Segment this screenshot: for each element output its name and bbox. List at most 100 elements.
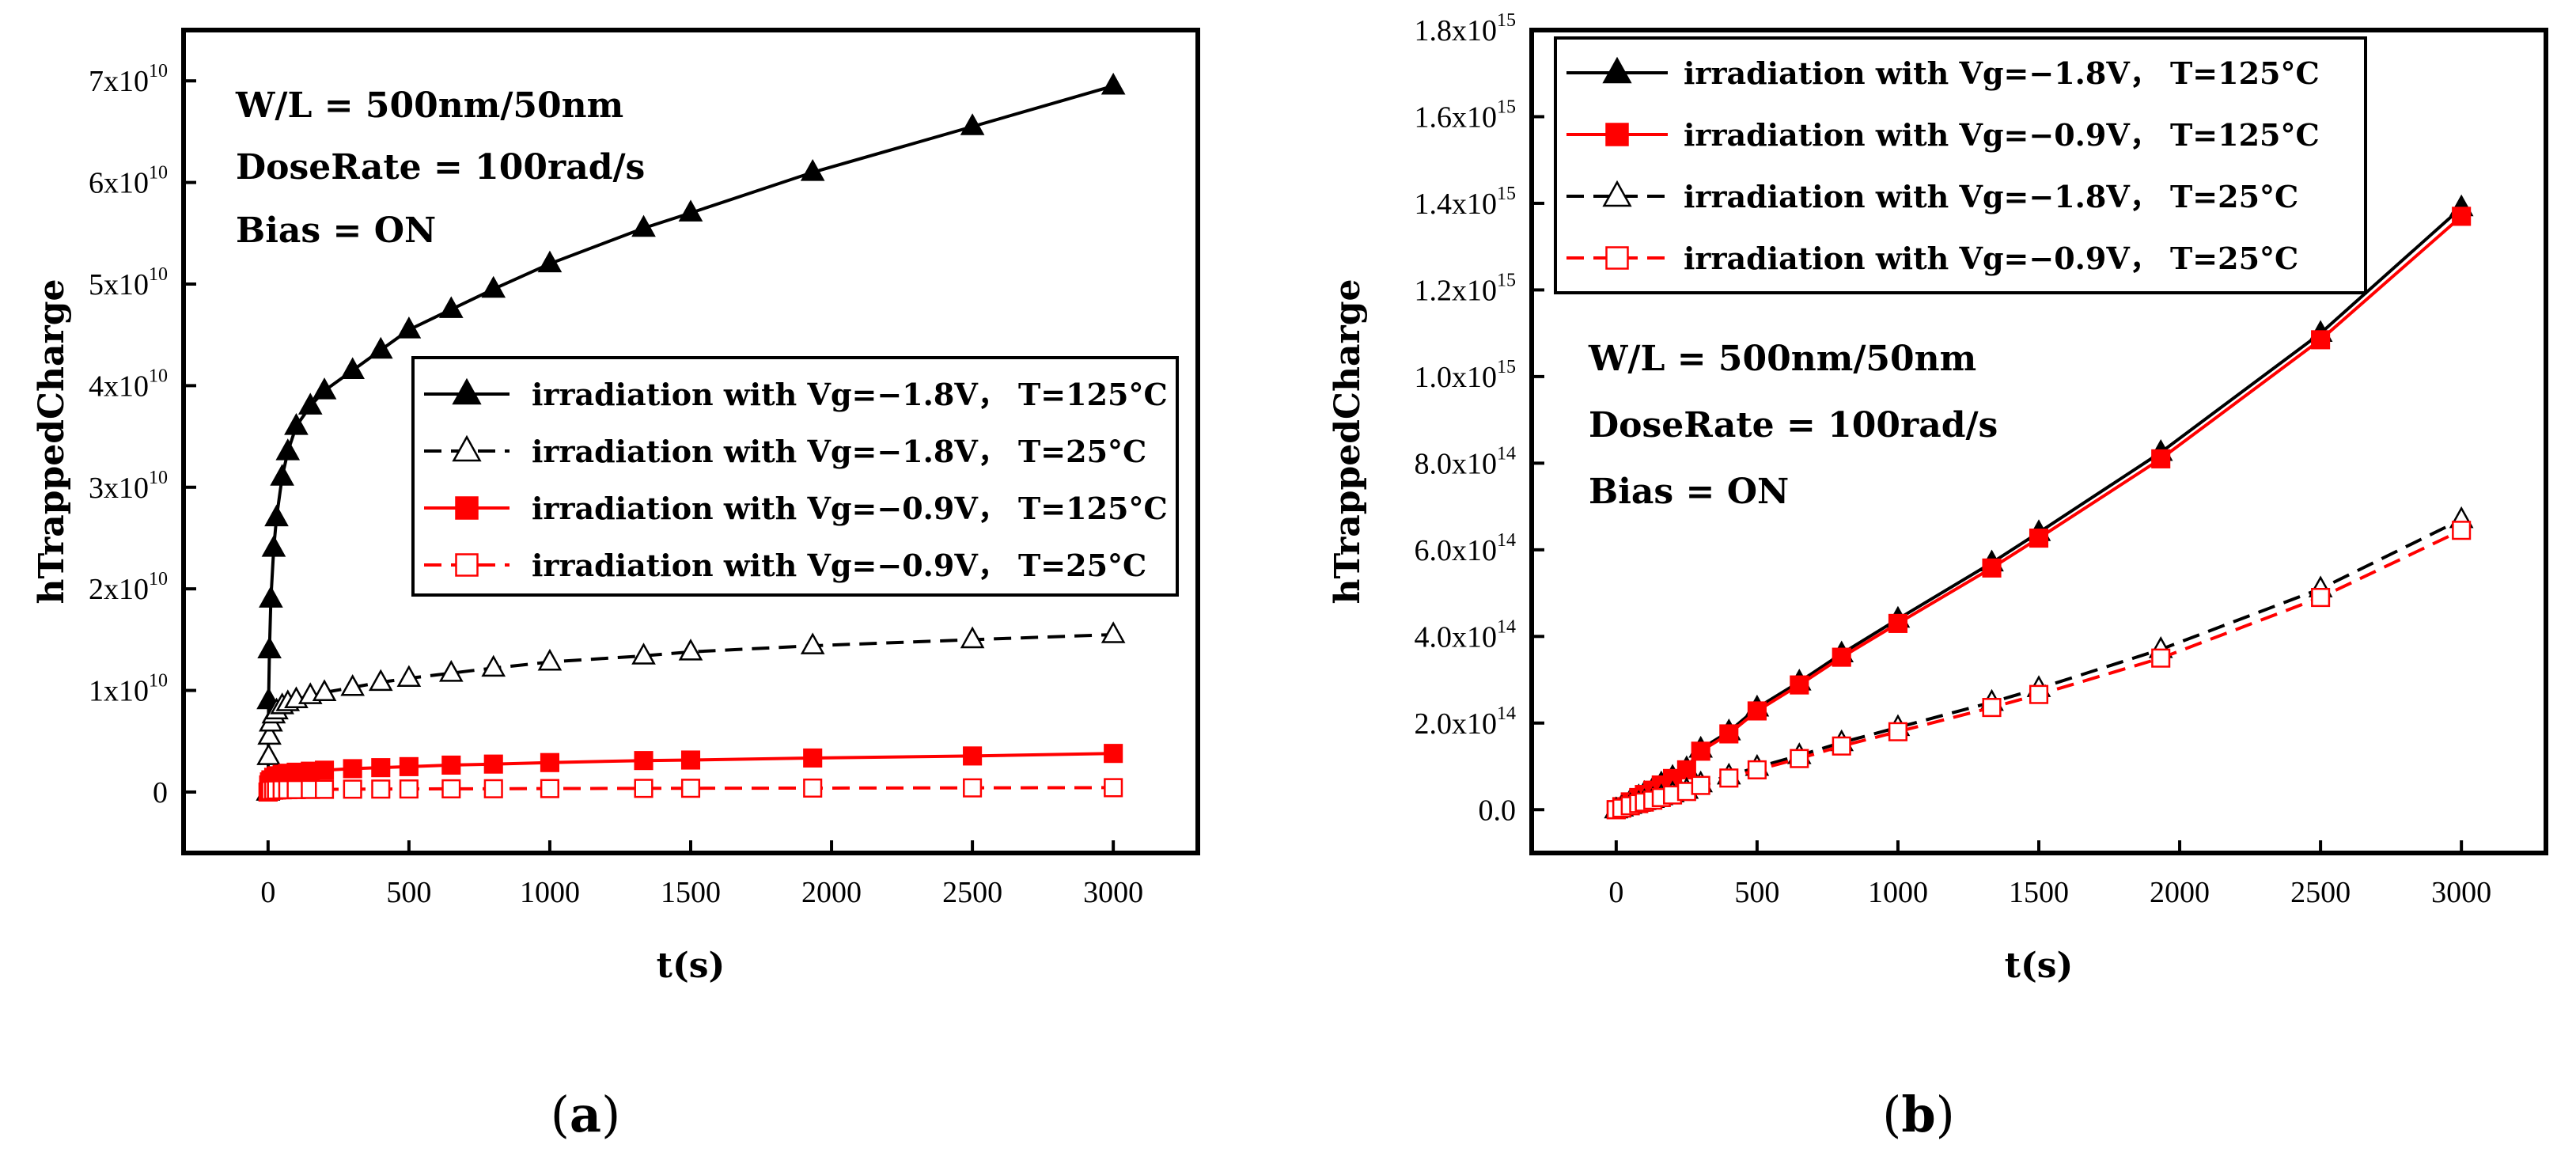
x-tick-label: 1000 — [1868, 876, 1928, 909]
data-point — [1832, 647, 1851, 667]
data-point — [800, 632, 825, 654]
panel-a-legend-label: irradiation with Vg=−1.8V， T=25°C — [532, 434, 1146, 469]
y-tick-label: 1.4x1015 — [1415, 184, 1517, 221]
panel-a-legend-label: irradiation with Vg=−1.8V， T=125°C — [532, 377, 1168, 412]
data-point — [368, 336, 393, 359]
series-line — [1616, 529, 2463, 812]
data-point — [1832, 736, 1851, 756]
data-point — [634, 779, 653, 798]
series-line — [1615, 214, 2463, 812]
data-point — [343, 779, 362, 799]
data-point — [1691, 775, 1710, 795]
data-point — [396, 665, 422, 687]
data-point — [960, 113, 985, 135]
data-point — [2151, 449, 2171, 468]
panel-a-annotation: W/L = 500nm/50nm — [235, 85, 623, 126]
panel-b-legend-box — [1554, 36, 2367, 294]
x-tick-label: 0 — [260, 876, 275, 909]
data-point — [441, 755, 461, 775]
data-point — [2029, 684, 2049, 704]
data-point — [270, 464, 294, 486]
panel-a-ticks: 0 500 1000 1500 2000 2500 3000 0 1x1010 2x1010 3x1… — [89, 61, 1143, 909]
data-point — [540, 779, 559, 798]
data-point — [1719, 768, 1739, 788]
data-point — [481, 275, 506, 298]
legend-marker — [1605, 246, 1629, 270]
data-point — [257, 722, 282, 745]
panel-b-legend-label: irradiation with Vg=−0.9V， T=25°C — [1684, 241, 2298, 276]
panel-b-xlabel: t(s) — [2005, 946, 2074, 986]
data-point — [1719, 724, 1739, 744]
data-point — [803, 748, 823, 768]
data-point — [399, 779, 419, 799]
data-point — [1691, 741, 1710, 761]
y-tick-label: 3x1010 — [89, 468, 168, 505]
panel-b-caption-close: ) — [1936, 1086, 1955, 1143]
y-tick-label: 2.0x1014 — [1415, 703, 1517, 741]
y-tick-label: 5x1010 — [89, 264, 168, 301]
data-point — [963, 746, 983, 766]
data-point — [259, 586, 283, 608]
data-point — [257, 636, 282, 659]
x-tick-label: 500 — [386, 876, 431, 909]
data-point — [2452, 521, 2472, 540]
y-tick-label: 1.6x1015 — [1415, 97, 1517, 134]
y-tick-label: 6.0x1014 — [1415, 530, 1517, 567]
series-line — [1616, 517, 2463, 812]
y-tick-label: 0.0 — [1479, 794, 1517, 827]
legend-marker — [455, 553, 479, 577]
data-point — [960, 626, 985, 649]
data-point — [371, 758, 391, 778]
x-tick-label: 1500 — [2009, 876, 2069, 909]
data-point — [1747, 701, 1767, 721]
panel-b-annotations: W/L = 500nm/50nm DoseRate = 100rad/s Bia… — [1588, 339, 1998, 512]
panel-a-legend-label: irradiation with Vg=−0.9V， T=125°C — [532, 491, 1168, 526]
data-point — [483, 754, 503, 774]
data-point — [396, 317, 422, 339]
x-tick-label: 3000 — [1083, 876, 1143, 909]
data-point — [1100, 621, 1126, 643]
legend-marker — [452, 434, 482, 462]
data-point — [1790, 675, 1809, 695]
data-point — [1676, 760, 1696, 779]
data-point — [441, 779, 461, 798]
panel-a-annotation: Bias = ON — [236, 210, 436, 251]
panel-a-annotations: W/L = 500nm/50nm DoseRate = 100rad/s Bia… — [235, 85, 645, 251]
data-point — [483, 779, 503, 798]
panel-b-annotation: DoseRate = 100rad/s — [1589, 405, 1998, 445]
panel-a-legend-box — [411, 356, 1179, 597]
x-tick-label: 2500 — [942, 876, 1002, 909]
panel-a-series — [256, 72, 1126, 802]
y-tick-label: 0 — [153, 776, 168, 809]
panel-a-caption-open: ( — [551, 1086, 570, 1143]
data-point — [368, 669, 393, 692]
y-tick-label: 7x1010 — [89, 61, 168, 98]
panel-b-caption-open: ( — [1882, 1086, 1901, 1143]
panel-b-annotation: W/L = 500nm/50nm — [1588, 339, 1976, 379]
data-point — [1104, 778, 1123, 798]
y-tick-label: 4.0x1014 — [1415, 616, 1517, 654]
x-tick-label: 2000 — [801, 876, 862, 909]
data-point — [284, 413, 309, 435]
data-point — [680, 750, 701, 770]
panel-b-caption-letter: b — [1901, 1086, 1935, 1143]
panel-a-caption-letter: a — [570, 1086, 601, 1143]
data-point — [537, 648, 563, 671]
y-tick-label: 2x1010 — [89, 569, 168, 606]
data-point — [963, 778, 983, 798]
data-point — [312, 679, 337, 701]
panel-b-caption: (b) — [1882, 1086, 1955, 1143]
data-point — [631, 214, 656, 237]
data-point — [275, 438, 301, 461]
data-point — [340, 357, 365, 379]
data-point — [537, 250, 563, 273]
data-point — [1747, 760, 1767, 779]
data-point — [2311, 588, 2331, 608]
y-tick-label: 1x1010 — [89, 671, 168, 708]
data-point — [343, 759, 362, 779]
panel-a-legend-label: irradiation with Vg=−0.9V， T=25°C — [532, 548, 1146, 583]
panel-b-legend: irradiation with Vg=−1.8V， T=125°C irrad… — [1554, 36, 2367, 294]
legend-marker — [455, 496, 479, 520]
panel-b-series — [1604, 194, 2474, 820]
